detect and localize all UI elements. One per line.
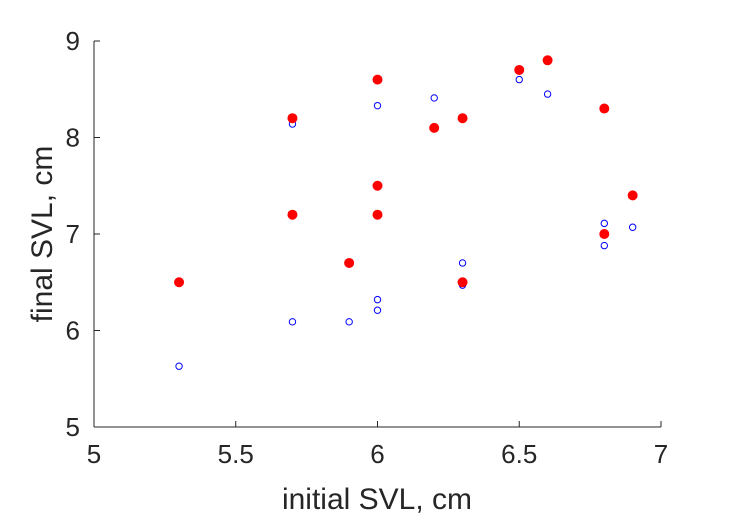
red-filled-point (372, 74, 383, 85)
y-axis-label: final SVL, cm (26, 146, 59, 323)
red-filled-point (287, 209, 298, 220)
blue-open-point (345, 318, 353, 326)
blue-open-point (628, 223, 637, 231)
blue-open-point (373, 101, 382, 110)
x-tick-label: 6.5 (501, 439, 537, 469)
y-tick-label: 5 (66, 412, 80, 442)
red-filled-point (344, 257, 355, 268)
red-filled-point (514, 64, 525, 75)
axes: 5 5.5 6 6.5 7 5 6 7 8 9 (66, 26, 669, 469)
red-filled-point (599, 103, 610, 114)
red-filled-point (174, 277, 185, 288)
red-filled-point (372, 209, 383, 220)
red-filled-point (542, 55, 553, 66)
blue-open-point (600, 241, 608, 250)
red-filled-point (372, 180, 383, 191)
blue-open-point (600, 219, 608, 228)
red-filled-point (627, 190, 638, 201)
x-axis-label: initial SVL, cm (282, 483, 472, 516)
blue-open-point (175, 362, 183, 370)
red-filled-point (599, 229, 610, 239)
red-filled-point (457, 113, 468, 124)
x-ticks: 5 5.5 6 6.5 7 (87, 421, 668, 469)
x-tick-label: 5 (87, 439, 101, 469)
blue-open-point (515, 75, 523, 84)
data-points (174, 55, 638, 370)
red-filled-point (429, 122, 440, 133)
blue-open-point (430, 94, 438, 102)
red-filled-point (457, 277, 468, 288)
blue-open-point (543, 90, 552, 98)
y-tick-label: 6 (66, 316, 80, 346)
x-tick-label: 7 (654, 439, 668, 469)
y-ticks: 5 6 7 8 9 (66, 26, 100, 442)
y-tick-label: 9 (66, 26, 80, 56)
red-filled-point (287, 113, 298, 124)
blue-open-point (458, 259, 467, 267)
blue-open-point (373, 306, 382, 314)
x-tick-label: 5.5 (218, 439, 254, 469)
y-tick-label: 8 (66, 123, 80, 153)
blue-open-point (373, 295, 382, 304)
y-tick-label: 7 (66, 219, 80, 249)
x-tick-label: 6 (370, 439, 384, 469)
blue-open-point (288, 318, 297, 326)
